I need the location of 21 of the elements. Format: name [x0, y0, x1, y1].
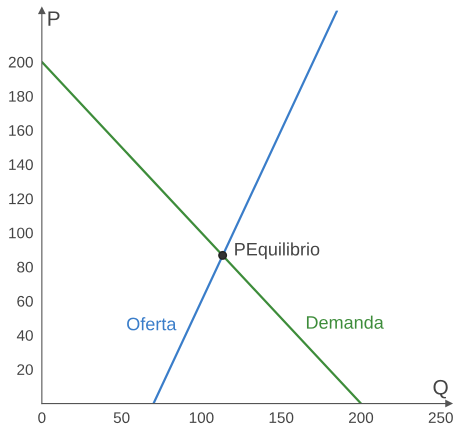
x-tick-label: 150 [270, 412, 294, 424]
y-tick-label: 160 [9, 125, 33, 136]
x-tick-label: 100 [190, 412, 214, 424]
x-tick-label: 50 [114, 412, 130, 424]
x-tick-label: 0 [38, 412, 46, 424]
x-tick-label: 250 [428, 412, 453, 424]
y-tick-label: 140 [9, 159, 33, 170]
series-label: Oferta [127, 317, 176, 330]
series-label: PEquilibrio [235, 242, 320, 260]
y-tick-label: 180 [9, 90, 33, 102]
y-tick-label: 100 [9, 228, 33, 238]
x-tick-label: 200 [348, 412, 374, 424]
y-axis-title: P [48, 11, 60, 26]
y-tick-label: 60 [17, 296, 33, 307]
y-tick-label: 80 [17, 262, 33, 273]
y-tick-label: 20 [17, 364, 33, 376]
y-tick-label: 200 [8, 56, 33, 68]
y-tick-label: 120 [9, 193, 33, 204]
series-label: Demanda [306, 316, 384, 329]
y-tick-label: 40 [16, 330, 33, 341]
x-axis-title: Q [434, 380, 448, 398]
